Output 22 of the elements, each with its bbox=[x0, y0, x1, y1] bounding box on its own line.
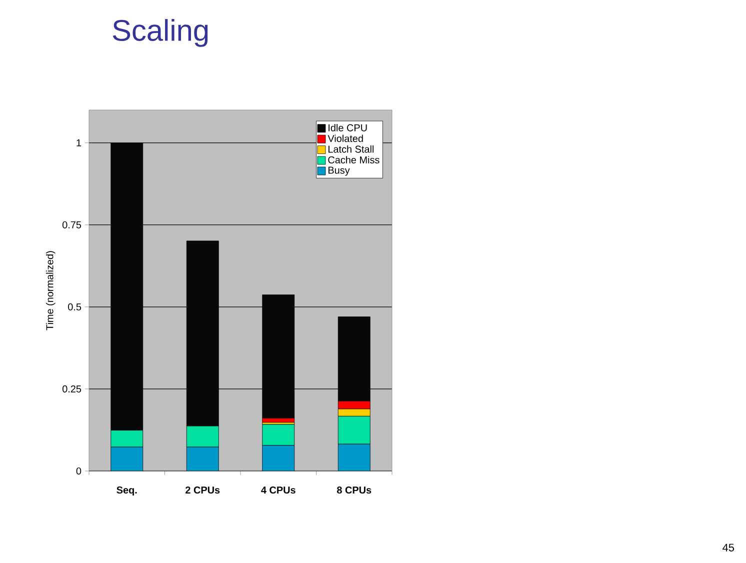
x-tick-label: Seq. bbox=[116, 486, 137, 496]
legend-label: Cache Miss bbox=[328, 156, 380, 164]
text: 45 bbox=[722, 544, 734, 552]
y-tick-label: 1 bbox=[76, 139, 82, 146]
y-tick-label: 0.75 bbox=[62, 221, 82, 228]
bar bbox=[110, 446, 144, 471]
bar bbox=[338, 444, 370, 471]
x-tick-label: 8 CPUs bbox=[337, 486, 372, 494]
bar bbox=[262, 294, 295, 418]
legend-label: Violated bbox=[328, 134, 363, 142]
bar bbox=[186, 446, 219, 471]
bar bbox=[262, 445, 295, 471]
x-tick-label: 4 CPUs bbox=[261, 486, 296, 494]
legend-label: Latch Stall bbox=[328, 145, 374, 153]
legend-label: Idle CPU bbox=[328, 124, 367, 132]
y-tick-label: 0.25 bbox=[62, 385, 82, 392]
x-tick-label: 2 CPUs bbox=[186, 486, 220, 494]
chart-title: Scaling bbox=[112, 19, 208, 47]
y-tick-label: 0.5 bbox=[68, 303, 82, 310]
y-tick-label: 0 bbox=[76, 467, 82, 475]
y-axis-title: Time (normalized) bbox=[46, 251, 56, 330]
legend-label: Busy bbox=[328, 166, 350, 176]
